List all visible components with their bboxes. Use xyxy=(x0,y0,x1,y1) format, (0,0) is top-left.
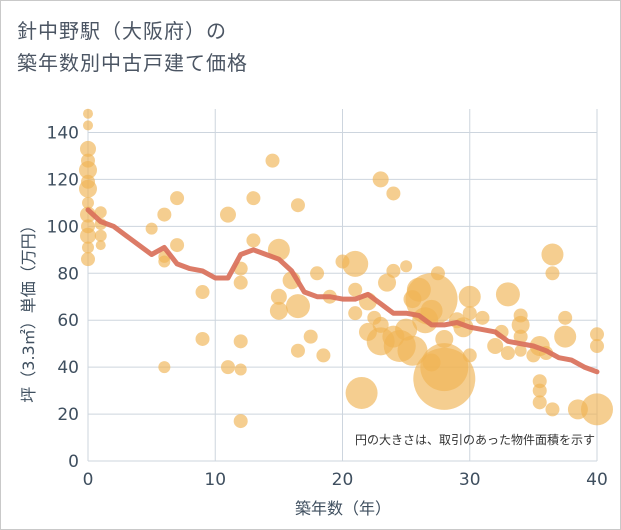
bubble-point xyxy=(458,285,481,308)
bubble-series xyxy=(79,108,613,429)
bubble-point xyxy=(195,285,210,300)
axes: 0 10 20 30 40 0 20 40 60 80 100 120 140 xyxy=(47,123,608,490)
bubble-point xyxy=(233,275,248,290)
bubble-size-note: 円の大きさは、取引のあった物件面積を示す xyxy=(355,432,595,447)
bubble-point xyxy=(82,196,94,209)
bubble-point xyxy=(348,282,363,297)
bubble-point xyxy=(270,288,287,305)
bubble-point xyxy=(532,395,547,410)
bubble-point xyxy=(246,233,261,248)
bubble-point xyxy=(405,273,458,326)
bubble-point xyxy=(532,383,547,398)
bubble-point xyxy=(95,240,106,251)
bubble-point xyxy=(83,108,93,119)
bubble-point xyxy=(511,315,530,334)
y-tick-label: 60 xyxy=(57,311,79,331)
y-tick-label: 140 xyxy=(47,123,79,143)
bubble-point xyxy=(158,255,171,268)
bubble-point xyxy=(269,301,288,320)
chart-title: 針中野駅（大阪府）の 築年数別中古戸建て価格 xyxy=(17,15,248,79)
x-tick-label: 40 xyxy=(586,470,608,490)
trend-line-series xyxy=(85,207,600,375)
title-line-1: 針中野駅（大阪府）の xyxy=(17,19,227,43)
bubble-point xyxy=(545,266,560,281)
bubble-point xyxy=(316,348,331,363)
bubble-point xyxy=(79,179,97,198)
bubble-point xyxy=(303,329,318,344)
bubble-point xyxy=(157,207,172,222)
bubble-point xyxy=(94,206,107,219)
bubble-point xyxy=(590,339,604,354)
bubble-point xyxy=(372,171,389,188)
x-tick-label: 30 xyxy=(459,470,481,490)
bubble-point xyxy=(195,331,210,346)
bubble-point xyxy=(170,238,185,253)
y-tick-label: 80 xyxy=(57,264,79,284)
bubble-point xyxy=(79,161,97,180)
bubble-point xyxy=(386,263,401,278)
bubble-point xyxy=(581,393,613,426)
bubble-point xyxy=(158,361,171,374)
bubble-point xyxy=(233,334,248,349)
bubble-point xyxy=(345,376,378,409)
bubble-point xyxy=(234,363,247,376)
y-tick-label: 20 xyxy=(57,405,79,425)
bubble-point xyxy=(541,243,564,266)
bubble-point xyxy=(435,329,454,348)
bubble-point xyxy=(80,140,96,157)
bubble-point xyxy=(386,186,401,201)
bubble-point xyxy=(500,346,515,361)
bubble-point xyxy=(487,338,504,355)
y-tick-label: 100 xyxy=(47,217,79,237)
y-tick-label: 0 xyxy=(68,452,79,472)
bubble-point xyxy=(170,191,185,206)
bubble-point xyxy=(83,120,93,131)
bubble-point xyxy=(590,327,604,342)
bubble-point xyxy=(220,360,235,375)
x-axis-label: 築年数（年） xyxy=(295,499,391,518)
bubble-point xyxy=(420,299,443,322)
bubble-point xyxy=(145,222,158,235)
bubble-point xyxy=(430,266,445,281)
bubble-point xyxy=(342,250,369,277)
bubble-point xyxy=(233,414,248,429)
bubble-point xyxy=(514,344,527,357)
trend-line xyxy=(85,207,600,375)
bubble-point xyxy=(310,266,325,281)
bubble-point xyxy=(80,227,96,244)
bubble-point xyxy=(290,343,305,358)
bubble-point xyxy=(348,306,363,321)
bubble-point xyxy=(462,348,477,363)
bubble-point xyxy=(513,329,528,344)
grid-lines xyxy=(87,109,598,462)
bubble-point xyxy=(290,198,305,213)
y-tick-label: 40 xyxy=(57,358,79,378)
title-line-2: 築年数別中古戸建て価格 xyxy=(17,51,248,75)
bubble-point xyxy=(285,294,310,319)
x-tick-label: 20 xyxy=(332,470,354,490)
x-tick-label: 10 xyxy=(204,470,226,490)
bubble-point xyxy=(400,260,413,273)
bubble-point xyxy=(81,252,95,267)
bubble-point xyxy=(413,347,476,410)
x-tick-label: 0 xyxy=(83,470,94,490)
bubble-point xyxy=(495,282,520,307)
bubble-point xyxy=(378,273,397,292)
bubble-point xyxy=(219,206,236,223)
bubble-point xyxy=(82,241,94,254)
y-axis-label: 坪（3.3㎡）単価（万円） xyxy=(19,217,38,402)
bubble-point xyxy=(475,310,490,325)
bubble-point xyxy=(558,310,573,325)
bubble-point xyxy=(545,402,560,417)
bubble-point xyxy=(265,153,280,168)
bubble-point xyxy=(462,306,477,321)
bubble-point xyxy=(554,325,577,348)
bubble-point xyxy=(395,318,418,341)
bubble-point xyxy=(397,335,428,366)
y-tick-label: 120 xyxy=(47,170,79,190)
bubble-point xyxy=(246,191,261,206)
bubble-point xyxy=(94,229,107,242)
